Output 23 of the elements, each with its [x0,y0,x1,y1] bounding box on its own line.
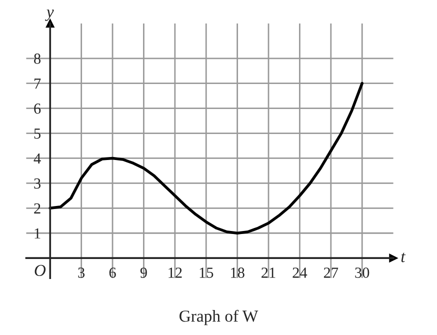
x-tick-label: 15 [200,268,214,278]
y-tick-label: 2 [34,203,40,214]
y-tick-label: 5 [34,128,41,139]
y-tick-label: 3 [34,178,41,189]
x-tick-label: 24 [292,268,308,278]
y-tick-label: 7 [34,78,41,89]
x-tick-label: 6 [109,268,116,278]
annotation: O [34,264,46,276]
x-tick-label: 27 [324,268,338,278]
y-tick-label: 4 [34,153,41,164]
line-series [48,82,364,235]
y-tick-label: 8 [34,54,41,64]
y-tick-label: 6 [34,104,41,114]
x-tick-label: 3 [78,268,85,278]
x-tick-label: 21 [262,268,276,278]
y-tick-label: 1 [34,228,40,238]
x-axis-title: t [401,252,406,262]
y-axis-title: y [45,10,54,21]
text: Graph of W [180,310,258,326]
x-tick-label: 9 [140,268,147,278]
x-tick-label: 12 [168,268,182,278]
x-tick-label: 30 [355,268,370,278]
x-tick-label: 18 [231,268,244,278]
